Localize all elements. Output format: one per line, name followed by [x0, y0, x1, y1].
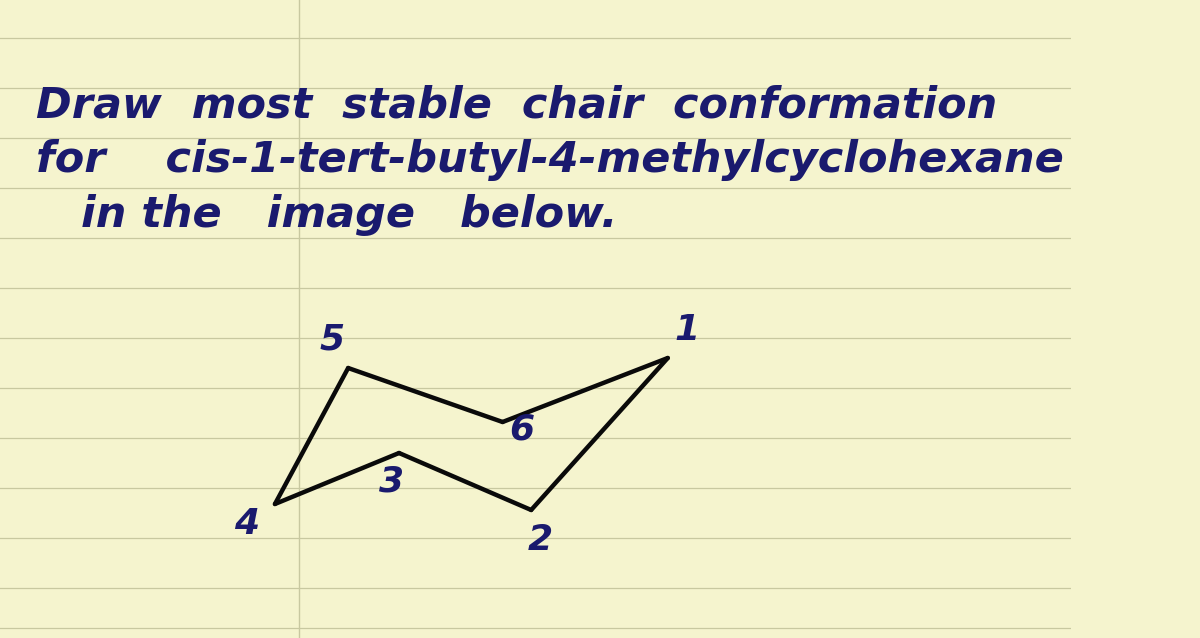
Text: in the   image   below.: in the image below. — [36, 194, 617, 236]
Text: 3: 3 — [379, 464, 404, 498]
Text: Draw  most  stable  chair  conformation: Draw most stable chair conformation — [36, 84, 997, 126]
Text: 2: 2 — [528, 523, 553, 557]
Text: 6: 6 — [510, 413, 535, 447]
Text: for    cis-1-tert-butyl-4-methylcyclohexane: for cis-1-tert-butyl-4-methylcyclohexane — [36, 139, 1063, 181]
Text: 4: 4 — [234, 507, 259, 541]
Text: 1: 1 — [674, 313, 700, 347]
Text: 5: 5 — [319, 323, 344, 357]
